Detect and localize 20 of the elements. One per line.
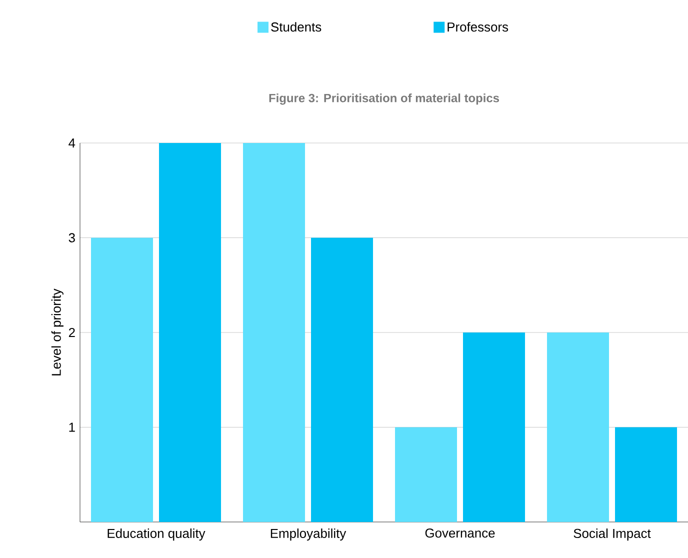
x-tick-label: Employability (270, 528, 346, 541)
x-tick-label: Education quality (108, 528, 206, 541)
chart-title: Figure 3: Prioritisation of material topics (269, 94, 499, 105)
x-tick-label: Governance (425, 528, 495, 538)
bar (463, 332, 526, 522)
y-tick-label: 1 (69, 422, 75, 432)
bar (311, 238, 374, 522)
y-tick-label: 2 (68, 328, 75, 338)
bar (615, 427, 678, 522)
y-tick-label: 3 (68, 233, 75, 242)
y-tick-label: 4 (68, 138, 76, 148)
bar (547, 332, 610, 522)
bar (159, 142, 222, 522)
y-axis-title: Level of priority (51, 288, 64, 376)
bar (395, 427, 458, 522)
x-tick-label: Social Impact (574, 528, 651, 541)
legend-label: Professors (448, 22, 508, 32)
bar (243, 142, 306, 522)
bar (91, 238, 154, 522)
legend-label: Students (271, 22, 322, 32)
